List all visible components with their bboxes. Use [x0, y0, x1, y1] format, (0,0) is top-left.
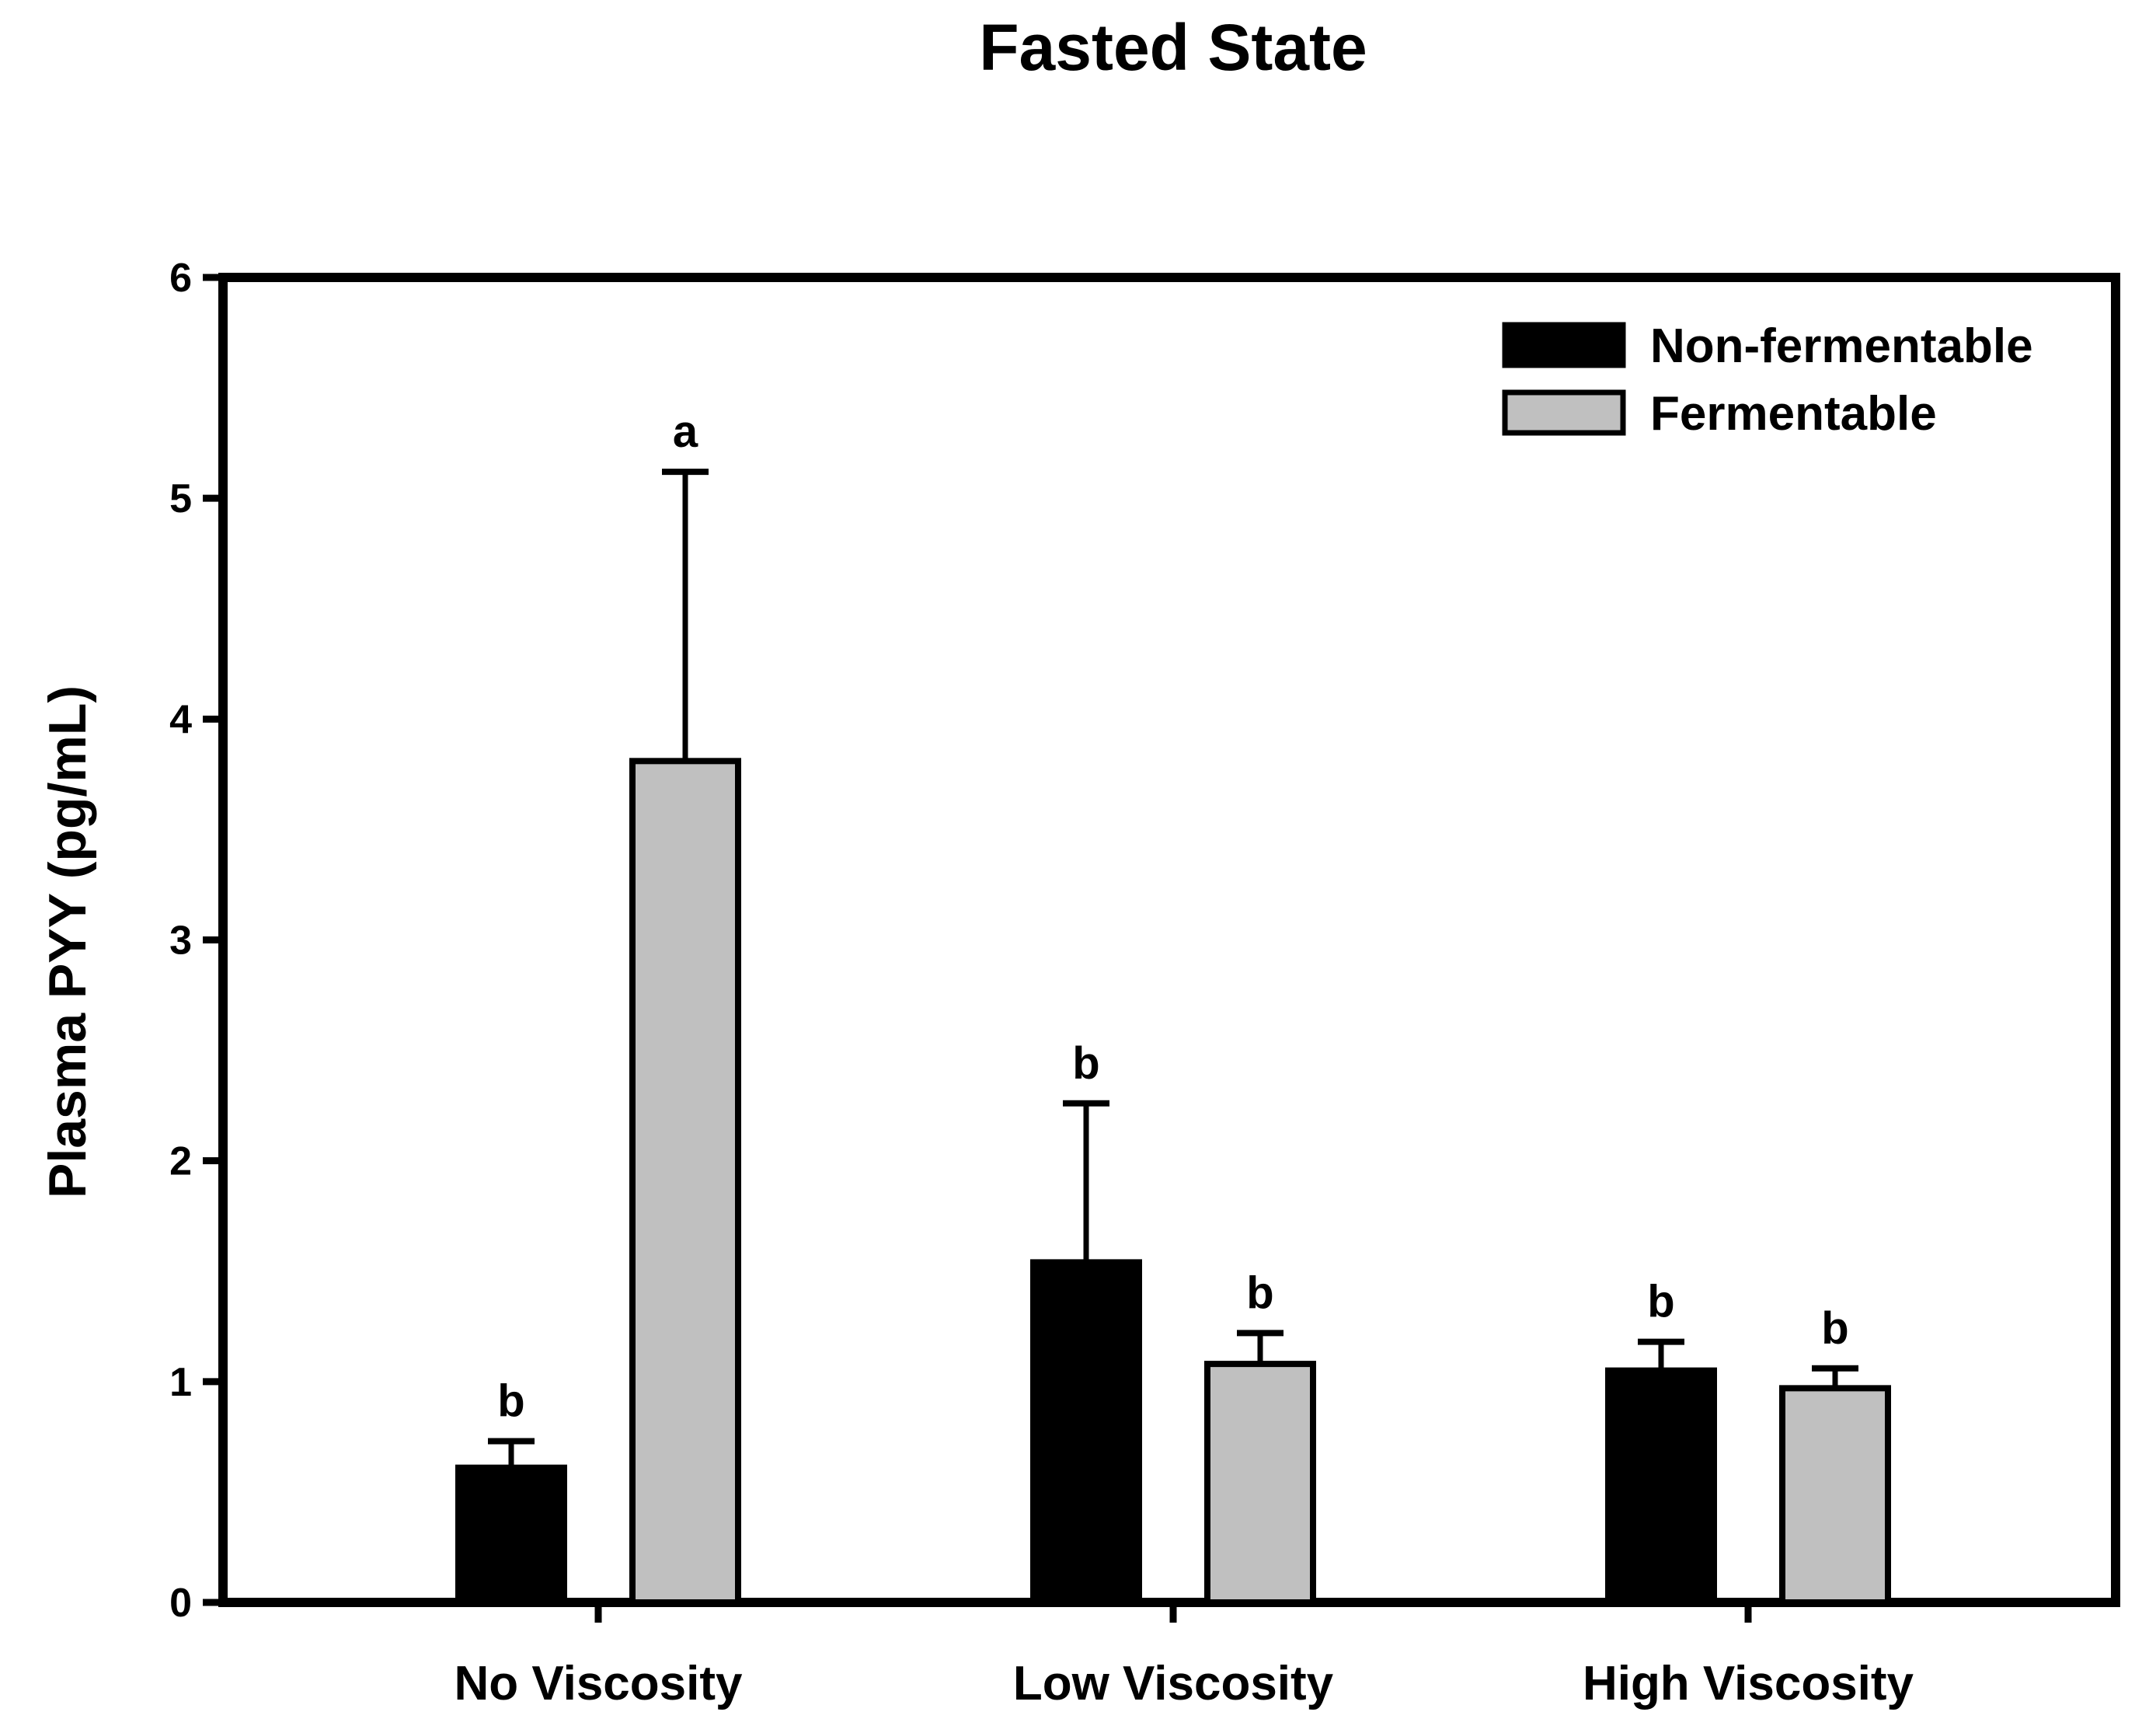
significance-label: b — [497, 1376, 524, 1427]
significance-label: b — [1647, 1277, 1674, 1327]
y-tick-label: 1 — [169, 1360, 192, 1405]
bar — [1605, 1367, 1717, 1606]
bar — [455, 1464, 567, 1606]
y-tick-label: 2 — [169, 1139, 192, 1184]
significance-label: b — [1821, 1303, 1848, 1354]
significance-label: a — [673, 406, 698, 457]
bar — [1204, 1361, 1316, 1606]
y-tick-label: 3 — [169, 919, 192, 964]
legend: Non-fermentable Fermentable — [1502, 319, 2033, 441]
y-tick-label: 0 — [169, 1581, 192, 1626]
bar — [1030, 1259, 1142, 1606]
x-tick-label: High Viscosity — [1583, 1657, 1914, 1710]
legend-label: Non-fermentable — [1650, 319, 2033, 373]
significance-label: b — [1246, 1267, 1273, 1318]
x-tick-label: No Viscosity — [454, 1657, 743, 1710]
significance-label: b — [1072, 1038, 1099, 1089]
legend-swatch — [1502, 389, 1626, 436]
legend-swatch — [1502, 322, 1626, 368]
plot-area: 0 1 2 3 4 5 6 No Viscosity b a Low Viscosity b b High… — [169, 256, 2120, 1710]
legend-label: Fermentable — [1650, 387, 1937, 441]
chart-title: Fasted State — [979, 11, 1367, 84]
y-tick-label: 6 — [169, 256, 192, 301]
y-tick-label: 5 — [169, 476, 192, 521]
x-tick-label: Low Viscosity — [1013, 1657, 1334, 1710]
bar — [1779, 1385, 1891, 1606]
y-axis-label: Plasma PYY (pg/mL) — [38, 685, 97, 1198]
y-tick-label: 4 — [169, 697, 192, 742]
bar — [629, 758, 741, 1606]
